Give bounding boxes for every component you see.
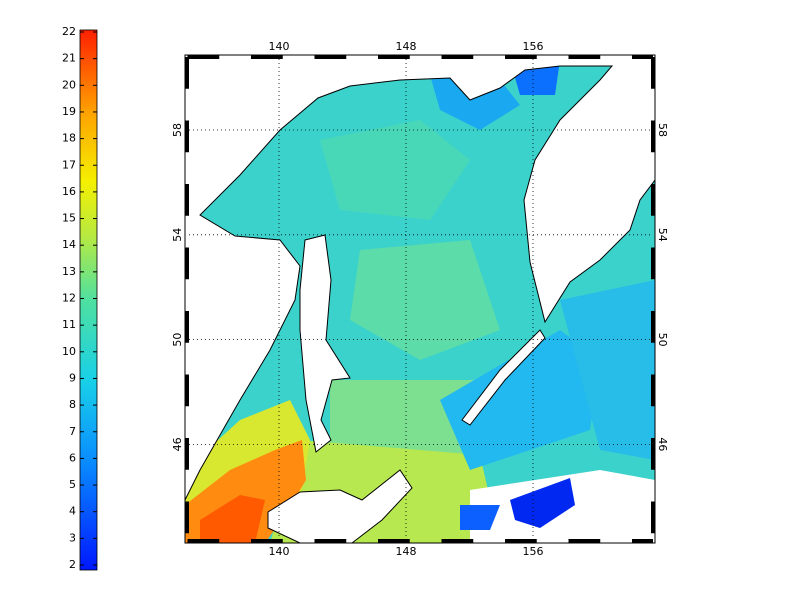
frame-ticks (185, 55, 655, 543)
colorbar-label: 6 (69, 451, 76, 464)
colorbar (79, 29, 98, 571)
lat-label-left: 54 (171, 228, 184, 242)
lat-label-left: 58 (171, 123, 184, 137)
colorbar-label: 9 (69, 371, 76, 384)
lat-label-left: 46 (171, 437, 184, 451)
colorbar-label: 19 (62, 105, 76, 118)
lon-label-bottom: 156 (523, 545, 544, 558)
lat-label-right: 54 (656, 228, 669, 242)
colorbar-label: 18 (62, 132, 76, 145)
lon-label-bottom: 140 (269, 545, 290, 558)
colorbar-label: 3 (69, 531, 76, 544)
colorbar-label: 7 (69, 425, 76, 438)
lat-label-right: 50 (656, 333, 669, 347)
field-patch (510, 478, 575, 528)
lat-label-left: 50 (171, 333, 184, 347)
colorbar-label: 8 (69, 398, 76, 411)
field-patch (320, 120, 470, 220)
colorbar-label: 14 (62, 238, 76, 251)
lat-label-right: 46 (656, 437, 669, 451)
island (267, 469, 413, 543)
lon-label-bottom: 148 (396, 545, 417, 558)
colorbar-label: 13 (62, 265, 76, 278)
lon-label-top: 148 (396, 40, 417, 53)
island (299, 234, 351, 453)
colorbar-label: 11 (62, 318, 76, 331)
sea-temperature-map (185, 55, 655, 543)
map-frame (184, 54, 656, 544)
colorbar-label: 21 (62, 52, 76, 65)
colorbar-label: 17 (62, 158, 76, 171)
colorbar-label: 16 (62, 185, 76, 198)
colorbar-label: 4 (69, 505, 76, 518)
field-patch (560, 280, 655, 460)
colorbar-label: 15 (62, 212, 76, 225)
field-patch (200, 495, 265, 543)
colorbar-label: 2 (69, 558, 76, 571)
colorbar-label: 5 (69, 478, 76, 491)
field-patch (350, 240, 500, 360)
lon-label-top: 156 (523, 40, 544, 53)
colorbar-label: 20 (62, 78, 76, 91)
colorbar-label: 22 (62, 25, 76, 38)
lon-label-top: 140 (269, 40, 290, 53)
islands (461, 329, 546, 426)
colorbar-label: 10 (62, 345, 76, 358)
field-patch (440, 330, 600, 470)
land (185, 55, 655, 501)
colorbar-label: 12 (62, 292, 76, 305)
field-patch (460, 505, 500, 530)
lat-label-right: 58 (656, 123, 669, 137)
